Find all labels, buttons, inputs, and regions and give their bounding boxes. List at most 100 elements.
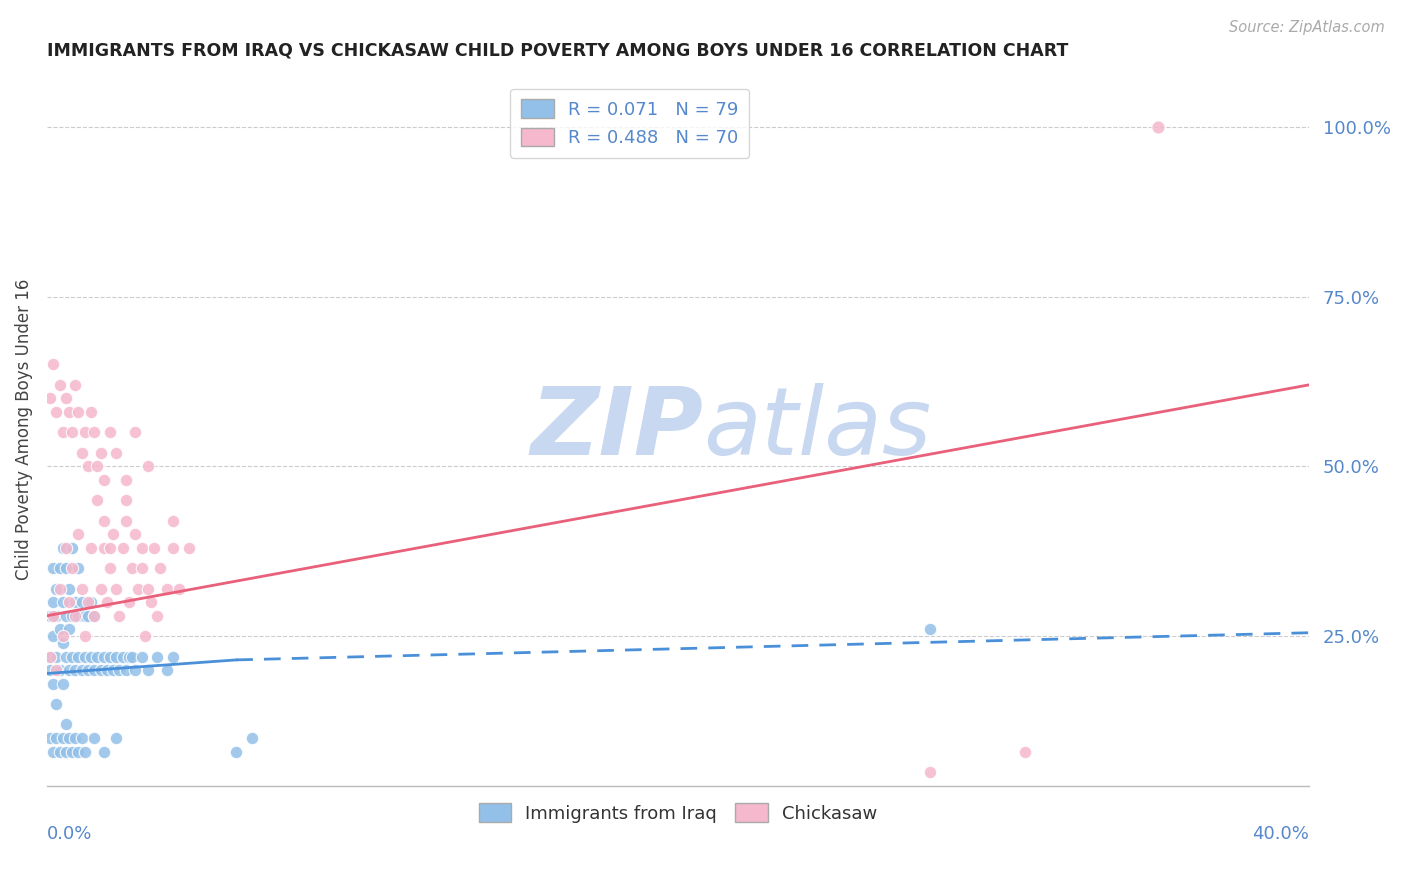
Point: [111, 649, 134, 664]
Point: [127, 582, 149, 596]
Point: [105, 649, 128, 664]
Point: [98, 425, 121, 440]
Point: [93, 541, 115, 555]
Point: [177, 541, 200, 555]
Point: [105, 731, 128, 745]
Point: [42, 629, 65, 643]
Text: atlas: atlas: [703, 384, 932, 475]
Legend: Immigrants from Iraq, Chickasaw: Immigrants from Iraq, Chickasaw: [471, 797, 884, 830]
Point: [52, 425, 75, 440]
Point: [118, 649, 141, 664]
Point: [136, 459, 159, 474]
Point: [48, 377, 70, 392]
Point: [73, 745, 96, 759]
Point: [920, 623, 942, 637]
Point: [52, 731, 75, 745]
Point: [65, 608, 87, 623]
Point: [114, 514, 136, 528]
Point: [90, 663, 112, 677]
Point: [134, 629, 156, 643]
Point: [105, 582, 128, 596]
Point: [42, 608, 65, 623]
Point: [39, 731, 62, 745]
Point: [70, 582, 93, 596]
Point: [45, 697, 67, 711]
Point: [124, 527, 146, 541]
Point: [124, 425, 146, 440]
Point: [1014, 745, 1036, 759]
Point: [67, 608, 90, 623]
Point: [52, 636, 75, 650]
Point: [86, 649, 108, 664]
Point: [45, 582, 67, 596]
Point: [131, 541, 153, 555]
Point: [1146, 120, 1168, 134]
Point: [93, 514, 115, 528]
Point: [131, 561, 153, 575]
Point: [60, 608, 83, 623]
Point: [146, 608, 169, 623]
Point: [39, 392, 62, 406]
Point: [118, 595, 141, 609]
Point: [48, 663, 70, 677]
Point: [58, 663, 80, 677]
Point: [93, 649, 115, 664]
Text: 0.0%: 0.0%: [46, 825, 93, 843]
Point: [67, 649, 90, 664]
Point: [55, 541, 77, 555]
Point: [108, 663, 131, 677]
Point: [55, 608, 77, 623]
Point: [83, 608, 105, 623]
Point: [55, 392, 77, 406]
Point: [48, 623, 70, 637]
Point: [73, 608, 96, 623]
Point: [83, 663, 105, 677]
Point: [77, 608, 100, 623]
Point: [101, 663, 124, 677]
Point: [80, 405, 103, 419]
Point: [55, 717, 77, 731]
Point: [149, 561, 172, 575]
Point: [73, 629, 96, 643]
Point: [96, 663, 118, 677]
Point: [169, 582, 191, 596]
Point: [48, 582, 70, 596]
Point: [73, 425, 96, 440]
Point: [114, 493, 136, 508]
Point: [45, 405, 67, 419]
Point: [162, 541, 184, 555]
Point: [42, 595, 65, 609]
Point: [136, 663, 159, 677]
Point: [86, 493, 108, 508]
Point: [60, 649, 83, 664]
Point: [58, 582, 80, 596]
Point: [58, 595, 80, 609]
Point: [42, 676, 65, 690]
Point: [86, 459, 108, 474]
Point: [52, 541, 75, 555]
Point: [45, 608, 67, 623]
Point: [60, 541, 83, 555]
Text: ZIP: ZIP: [530, 383, 703, 475]
Point: [60, 745, 83, 759]
Point: [45, 649, 67, 664]
Point: [225, 745, 247, 759]
Point: [920, 764, 942, 779]
Point: [136, 582, 159, 596]
Point: [98, 649, 121, 664]
Point: [77, 459, 100, 474]
Point: [67, 745, 90, 759]
Point: [131, 649, 153, 664]
Point: [114, 663, 136, 677]
Point: [42, 358, 65, 372]
Point: [67, 527, 90, 541]
Point: [73, 649, 96, 664]
Point: [83, 608, 105, 623]
Point: [80, 541, 103, 555]
Point: [55, 745, 77, 759]
Point: [77, 663, 100, 677]
Point: [60, 561, 83, 575]
Point: [162, 514, 184, 528]
Point: [45, 663, 67, 677]
Point: [48, 745, 70, 759]
